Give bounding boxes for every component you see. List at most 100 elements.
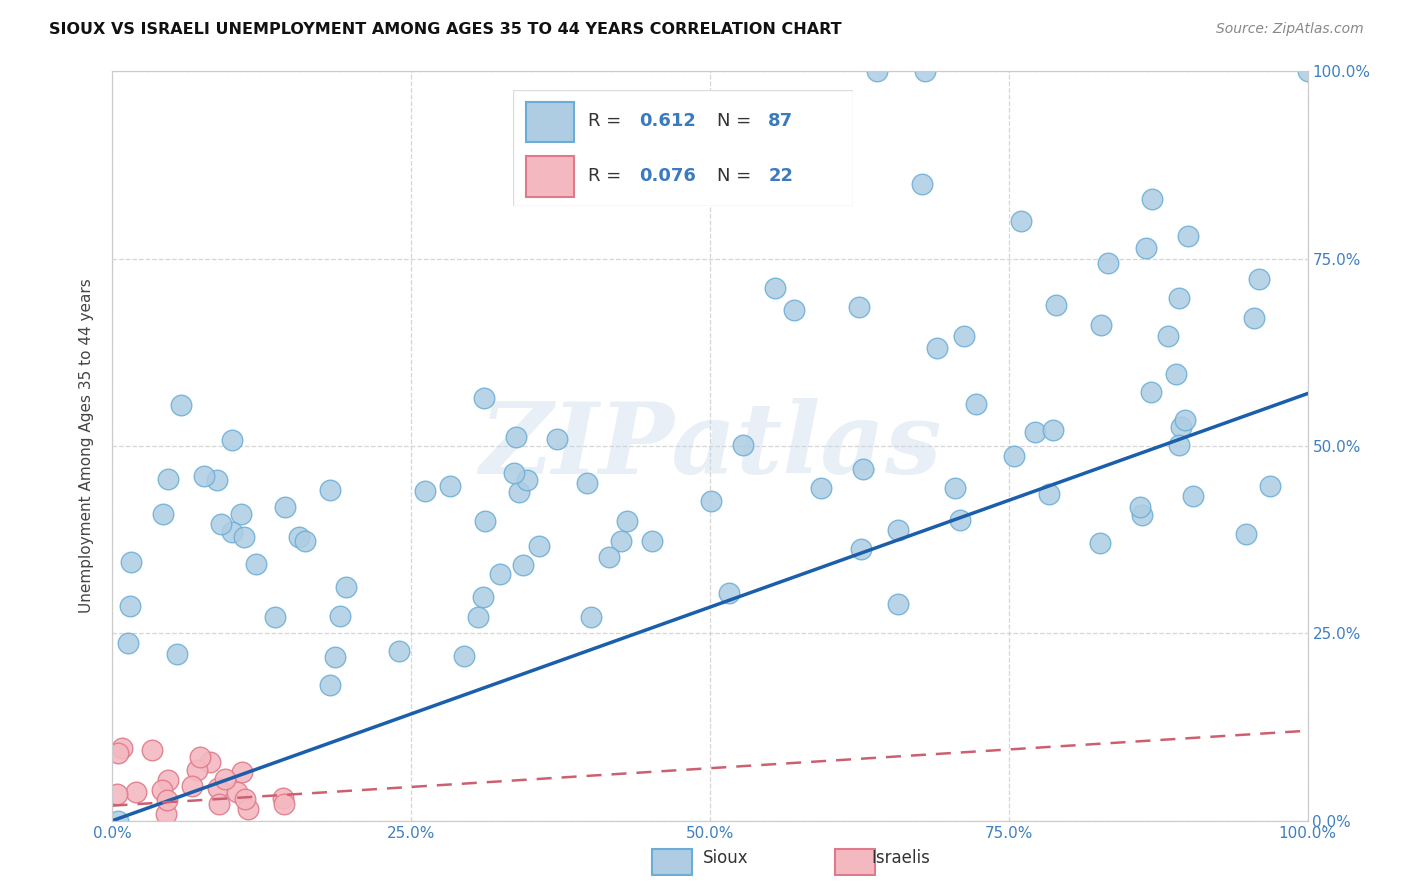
Point — [221, 434, 243, 448]
Point — [733, 438, 755, 452]
Point — [1170, 419, 1192, 434]
Point — [125, 784, 148, 798]
Point — [718, 586, 741, 600]
Point — [105, 787, 128, 801]
Point — [1142, 192, 1164, 206]
Point — [641, 533, 664, 548]
Point — [699, 494, 721, 508]
Point — [943, 481, 966, 495]
Point — [208, 797, 231, 811]
Point — [1130, 508, 1153, 522]
Point — [1088, 536, 1111, 550]
Point — [1296, 64, 1319, 78]
Point — [1177, 229, 1199, 244]
Point — [413, 484, 436, 499]
Point — [198, 755, 221, 769]
Point — [214, 772, 236, 786]
Point — [231, 507, 253, 521]
Point — [1234, 527, 1257, 541]
Point — [209, 516, 232, 531]
Point — [914, 64, 936, 78]
Point — [329, 608, 352, 623]
Point — [810, 481, 832, 495]
Point — [502, 466, 524, 480]
Point — [207, 473, 229, 487]
Point — [516, 473, 538, 487]
Point — [188, 750, 211, 764]
Point — [949, 512, 972, 526]
Point — [609, 533, 631, 548]
Point — [117, 635, 139, 649]
Point — [1182, 489, 1205, 503]
Point — [207, 780, 229, 795]
Point — [581, 609, 603, 624]
Point — [141, 743, 163, 757]
Point — [323, 650, 346, 665]
Point — [783, 303, 806, 318]
Point — [166, 648, 188, 662]
Point — [453, 648, 475, 663]
Point — [170, 399, 193, 413]
Point — [1002, 449, 1025, 463]
Text: Israelis: Israelis — [872, 849, 931, 867]
Point — [851, 541, 873, 556]
Point — [180, 779, 202, 793]
Point — [1045, 298, 1067, 312]
Point — [598, 549, 620, 564]
Text: SIOUX VS ISRAELI UNEMPLOYMENT AMONG AGES 35 TO 44 YEARS CORRELATION CHART: SIOUX VS ISRAELI UNEMPLOYMENT AMONG AGES… — [49, 22, 842, 37]
Point — [1129, 500, 1152, 514]
Point — [852, 462, 875, 476]
Point — [848, 300, 870, 314]
Point — [546, 432, 568, 446]
Point — [107, 746, 129, 760]
Point — [288, 531, 311, 545]
Point — [1168, 438, 1191, 452]
Point — [157, 772, 180, 787]
Text: ZIPatlas: ZIPatlas — [479, 398, 941, 494]
Point — [186, 764, 208, 778]
Point — [294, 534, 316, 549]
Point — [388, 644, 411, 658]
Point — [488, 567, 510, 582]
Point — [1097, 256, 1119, 270]
Point — [150, 783, 173, 797]
Point — [118, 599, 141, 613]
Point — [225, 785, 247, 799]
Point — [156, 793, 179, 807]
Y-axis label: Unemployment Among Ages 35 to 44 years: Unemployment Among Ages 35 to 44 years — [79, 278, 94, 614]
Point — [111, 740, 134, 755]
Point — [887, 523, 910, 537]
Point — [1042, 423, 1064, 437]
Point — [1167, 291, 1189, 305]
Point — [1090, 318, 1112, 333]
Point — [236, 802, 259, 816]
Point — [616, 514, 638, 528]
Point — [1010, 214, 1032, 228]
Point — [953, 329, 976, 343]
Point — [107, 814, 129, 828]
Point — [1024, 425, 1046, 439]
Point — [1258, 479, 1281, 493]
Point — [508, 484, 530, 499]
Point — [263, 610, 285, 624]
Point — [155, 806, 177, 821]
Point — [274, 500, 297, 515]
Point — [221, 524, 243, 539]
Point — [505, 430, 527, 444]
Point — [472, 391, 495, 405]
Point — [231, 764, 253, 779]
Point — [1038, 487, 1060, 501]
Point — [1135, 241, 1157, 255]
Point — [927, 341, 949, 355]
Point — [233, 791, 256, 805]
Point — [245, 557, 267, 571]
Point — [1157, 329, 1180, 343]
Point — [319, 678, 342, 692]
Point — [1174, 413, 1197, 427]
Point — [474, 514, 496, 528]
Point — [152, 507, 174, 521]
Point — [273, 797, 295, 811]
Point — [193, 469, 215, 483]
Point — [763, 281, 786, 295]
Point — [335, 580, 357, 594]
